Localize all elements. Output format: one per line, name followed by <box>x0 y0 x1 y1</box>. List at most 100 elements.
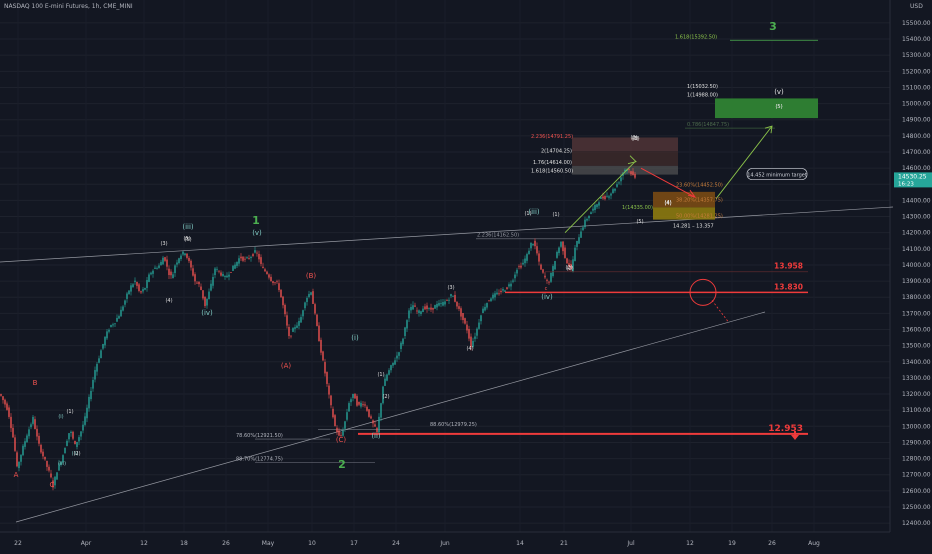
candle-body <box>624 169 626 173</box>
down-arrow-icon <box>794 431 796 436</box>
candle-body <box>490 298 492 302</box>
candle-body <box>206 298 208 306</box>
candle-body <box>280 289 282 298</box>
lower-trendline <box>15 311 766 523</box>
candle-body <box>418 310 420 314</box>
candle-body <box>266 271 268 275</box>
candle-body <box>428 308 430 310</box>
candle-body <box>180 255 182 259</box>
wave-label: (5) <box>184 237 191 243</box>
candle-body <box>152 270 154 274</box>
candle-body <box>542 269 544 273</box>
candle-body <box>162 257 164 265</box>
candle-body <box>256 252 258 254</box>
candle-body <box>312 291 314 304</box>
candle-body <box>84 416 86 425</box>
candle-body <box>214 268 216 276</box>
candle-body <box>556 251 558 258</box>
fib-label: 38.20%(14357.75) <box>676 198 723 204</box>
chart-title: NASDAQ 100 E-mini Futures, 1h, CME_MINI <box>4 3 133 10</box>
y-tick-label: 15000.00 <box>902 101 931 108</box>
x-tick-label: 12 <box>140 540 148 547</box>
fib-label: 88.60%(12979.25) <box>430 422 477 428</box>
candle-body <box>144 288 146 290</box>
candle-body <box>450 294 452 297</box>
candle-body <box>148 274 150 282</box>
fib-label: 2.236(14162.50) <box>477 233 519 239</box>
last-price-value: 14530.25 <box>898 173 927 180</box>
wave-label: (2) <box>382 394 389 400</box>
candle-body <box>272 281 274 283</box>
candle-body <box>460 308 462 317</box>
candle-body <box>634 173 636 178</box>
candle-body <box>94 370 96 380</box>
candle-body <box>42 451 44 457</box>
x-tick-label: 18 <box>180 540 188 547</box>
candle-body <box>448 299 450 301</box>
candle-body <box>168 268 170 276</box>
candle-body <box>194 274 196 282</box>
candle-body <box>534 240 536 247</box>
y-tick-label: 14900.00 <box>902 117 931 124</box>
candle-body <box>608 196 610 198</box>
y-tick-label: 13200.00 <box>902 391 931 398</box>
candle-body <box>302 310 304 317</box>
candle-body <box>408 310 410 319</box>
candle-body <box>386 374 388 381</box>
candle-body <box>24 441 26 447</box>
wave-label: (A) <box>281 362 292 370</box>
candle-body <box>422 308 424 313</box>
candle-body <box>258 253 260 260</box>
candle-body <box>366 406 368 411</box>
y-tick-label: 13400.00 <box>902 359 931 366</box>
candle-body <box>364 404 366 406</box>
candle-body <box>186 253 188 258</box>
y-tick-label: 14000.00 <box>902 262 931 269</box>
candle-body <box>250 256 252 258</box>
candle-body <box>398 352 400 356</box>
fib-label: 50.00%(14281.25) <box>676 214 723 220</box>
candle-body <box>294 327 296 329</box>
candle-body <box>190 260 192 268</box>
y-tick-label: 13900.00 <box>902 278 931 285</box>
fib-zone-top <box>572 137 678 152</box>
candle-body <box>590 212 592 215</box>
fib-label: 0.786(14847.75) <box>687 122 729 128</box>
candle-body <box>568 263 570 267</box>
candle-body <box>346 412 348 420</box>
candle-body <box>100 350 102 359</box>
candle-body <box>416 310 418 312</box>
wave-label: (2) <box>565 265 572 271</box>
level-label: 13.958 <box>774 262 803 271</box>
candle-body <box>444 301 446 305</box>
x-tick-label: 19 <box>728 540 736 547</box>
candle-body <box>336 427 338 433</box>
candle-body <box>458 306 460 309</box>
candle-body <box>506 287 508 290</box>
candle-body <box>230 272 232 273</box>
candle-body <box>570 263 572 269</box>
y-tick-label: 13600.00 <box>902 326 931 333</box>
x-tick-label: 12 <box>686 540 694 547</box>
candle-body <box>210 283 212 291</box>
y-tick-label: 13500.00 <box>902 343 931 350</box>
candle-body <box>158 265 160 268</box>
candle-body <box>226 275 228 278</box>
wave-label: 2 <box>338 458 346 471</box>
fib-label: 1(15032.50) <box>687 84 718 90</box>
candle-body <box>494 293 496 298</box>
candle-body <box>212 277 214 286</box>
x-tick-label: Apr <box>81 540 92 547</box>
candle-body <box>576 240 578 247</box>
wave-label: (5) <box>775 104 782 110</box>
candle-body <box>314 304 316 314</box>
candle-body <box>44 456 46 460</box>
wave-label: (i) <box>351 334 359 342</box>
candle-body <box>274 282 276 284</box>
candle-body <box>320 339 322 353</box>
candle-body <box>184 253 186 256</box>
down-arrow-icon <box>791 435 799 440</box>
candle-body <box>2 396 4 401</box>
